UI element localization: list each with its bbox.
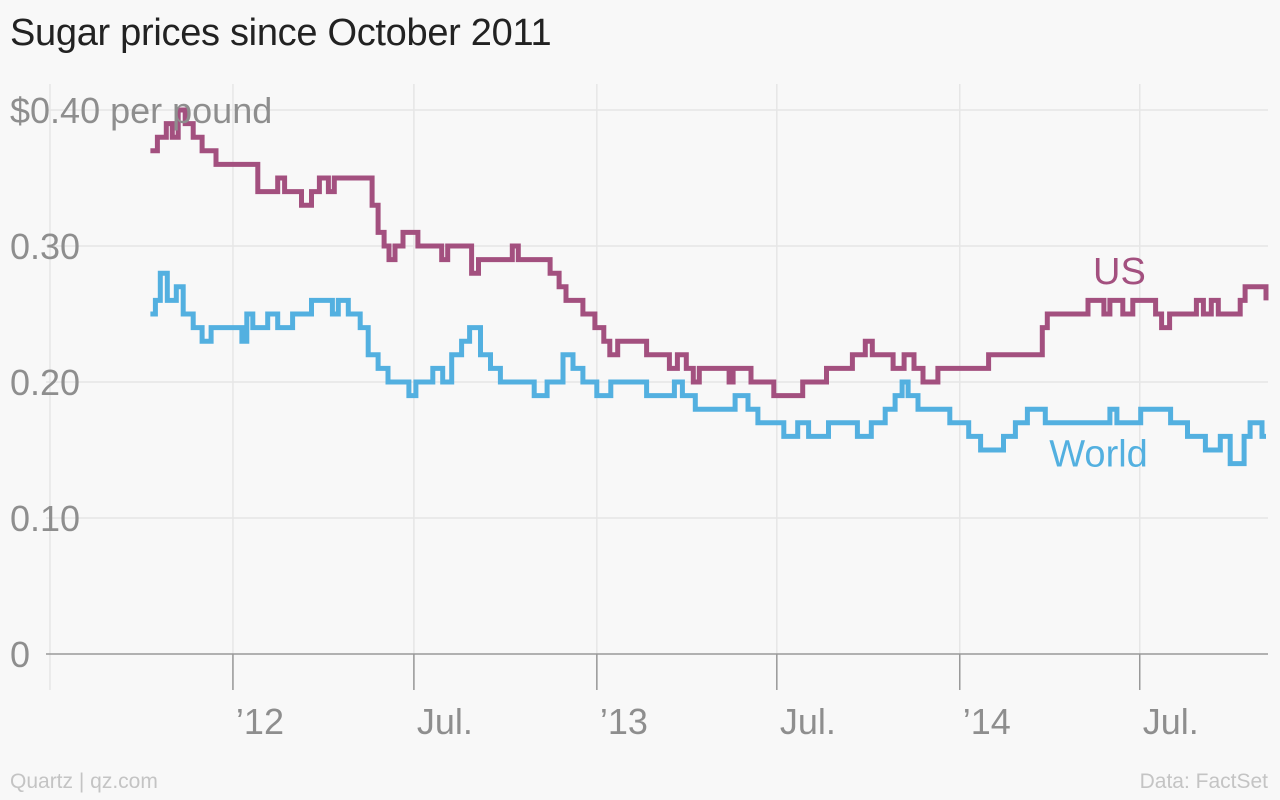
- series-label-world: World: [1049, 433, 1148, 475]
- series-layer: [150, 107, 1269, 467]
- axis-layer: [46, 653, 1268, 690]
- y-tick-label: $0.40 per pound: [10, 90, 272, 131]
- series-label-us: US: [1093, 251, 1146, 293]
- x-tick-label: Jul.: [417, 701, 473, 742]
- y-tick-label: 0: [10, 634, 30, 675]
- x-tick-label: Jul.: [1143, 701, 1199, 742]
- grid-layer: [46, 84, 1268, 690]
- series-line-us: [150, 107, 1269, 399]
- series-line-world: [150, 270, 1266, 467]
- chart-title: Sugar prices since October 2011: [10, 12, 552, 54]
- y-tick-label: 0.20: [10, 362, 80, 403]
- y-tick-label: 0.10: [10, 498, 80, 539]
- x-tick-label: ’13: [600, 701, 648, 742]
- footer-source-right: Data: FactSet: [1139, 770, 1268, 793]
- footer-source-left: Quartz | qz.com: [10, 770, 158, 793]
- x-tick-label: ’12: [236, 701, 284, 742]
- label-layer: 0 0.10 0.20 0.30 $0.40 per pound ’12 Jul. ’13 Ju…: [10, 90, 1199, 742]
- x-tick-label: ’14: [963, 701, 1011, 742]
- y-tick-label: 0.30: [10, 226, 80, 267]
- x-tick-label: Jul.: [780, 701, 836, 742]
